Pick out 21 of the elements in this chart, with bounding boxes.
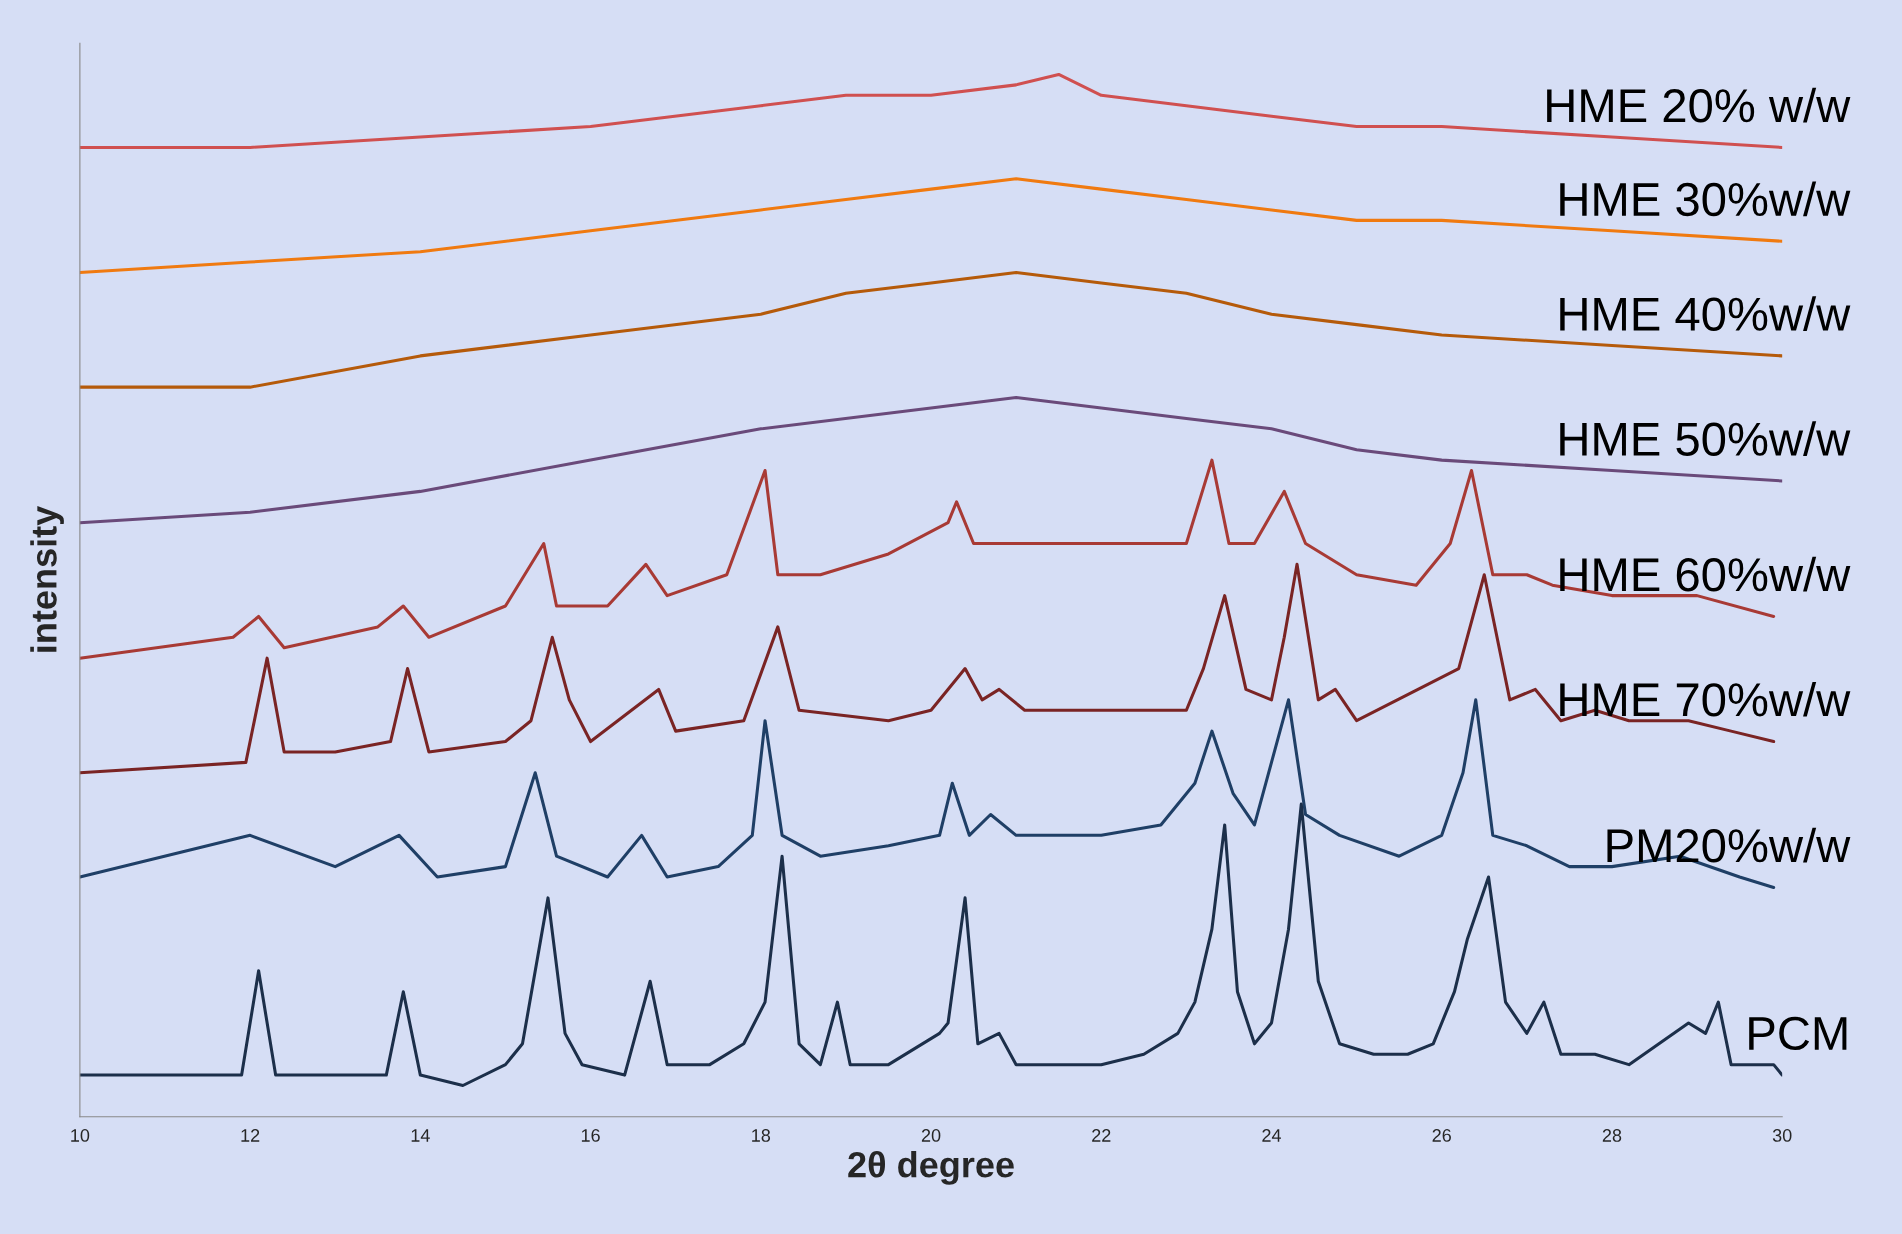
series-label: PM20%w/w [1607,827,1851,863]
series-label: HME 40%w/w [1560,296,1851,331]
x-tick-label: 30 [1772,1129,1792,1142]
x-tick-label: 18 [752,1129,771,1142]
x-tick-label: 20 [921,1129,941,1142]
x-tick-label: 12 [241,1129,260,1142]
series-label: HME 30%w/w [1560,181,1851,217]
x-tick-label: 28 [1602,1129,1622,1142]
series-label: PCM [1749,1016,1847,1051]
x-tick-label: 24 [1262,1129,1281,1142]
x-axis-title: 2θ degree [848,1150,1014,1185]
y-axis-title: intensity [30,505,64,652]
x-tick-label: 16 [581,1129,600,1142]
x-tick-label: 22 [1092,1129,1111,1142]
series-label: HME 60%w/w [1560,556,1851,592]
series-label: HME 20% w/w [1547,87,1851,123]
x-tick-label: 26 [1432,1129,1451,1142]
x-tick-label: 14 [411,1129,430,1142]
series-label: HME 50%w/w [1560,421,1851,456]
x-tick-label: 10 [71,1129,90,1142]
series-label: HME 70%w/w [1560,681,1851,717]
